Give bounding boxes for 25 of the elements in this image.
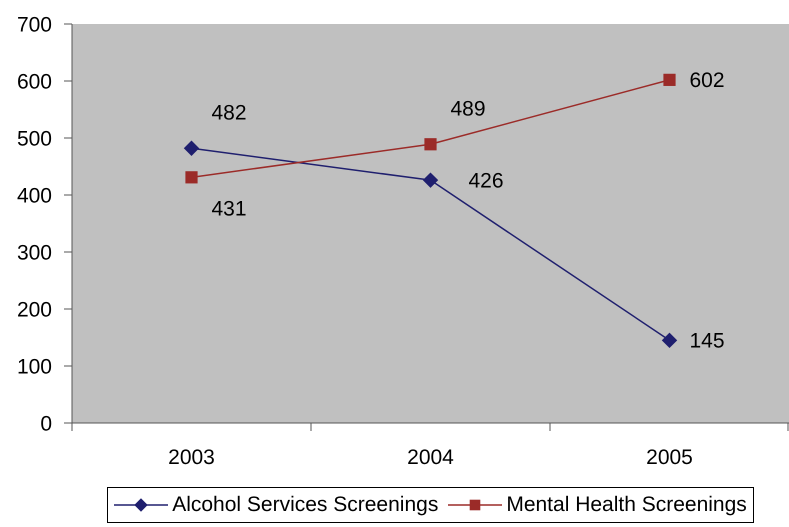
data-label: 602 [690, 69, 725, 92]
x-tick-label: 2005 [646, 446, 693, 469]
data-label: 431 [212, 198, 247, 221]
y-tick-label: 600 [16, 70, 52, 94]
x-tick-label: 2004 [407, 446, 454, 469]
point [662, 332, 677, 348]
point [423, 172, 438, 188]
legend-label: Alcohol Services Screenings [172, 493, 438, 517]
y-tick-label: 200 [16, 298, 52, 322]
y-tick-label: 0 [40, 412, 52, 436]
y-tick-label: 400 [16, 184, 52, 208]
data-label: 489 [450, 98, 486, 121]
y-tick-label: 100 [16, 355, 52, 378]
data-label: 426 [468, 170, 504, 193]
point [184, 140, 199, 156]
data-label: 482 [212, 102, 247, 125]
point [663, 74, 676, 86]
data-label: 145 [690, 330, 725, 353]
y-tick-label: 700 [16, 13, 52, 36]
point [185, 171, 198, 184]
y-tick-label: 500 [16, 127, 52, 150]
x-tick-label: 2003 [168, 446, 215, 469]
y-tick-label: 300 [16, 241, 52, 264]
point [424, 138, 437, 150]
legend-label: Mental Health Screenings [506, 493, 747, 517]
